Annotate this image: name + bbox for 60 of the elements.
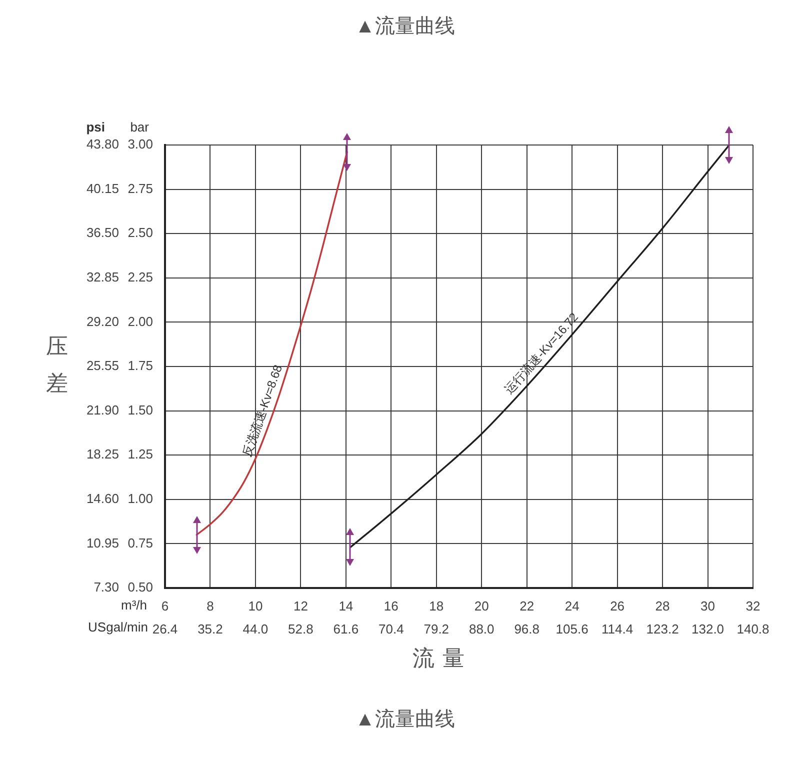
text: ▲流量曲线 xyxy=(355,708,455,731)
x2-tick-label: 52.8 xyxy=(288,621,314,636)
x2-tick-label: 79.2 xyxy=(424,621,450,636)
y2-tick-label: 3.00 xyxy=(128,136,153,152)
y-tick-label: 21.90 xyxy=(86,402,119,418)
x2-axis-title: USgal/min xyxy=(88,620,148,635)
y2-tick-label: 0.50 xyxy=(128,580,153,595)
x2-tick-label: 105.6 xyxy=(556,621,588,636)
x2-tick-label: 132.0 xyxy=(691,621,724,636)
x2-tick-label: 26.4 xyxy=(152,621,178,636)
y-tick-label: 14.60 xyxy=(86,490,119,506)
x-tick-label: 16 xyxy=(384,598,398,614)
chart-title: ▲流量曲线 xyxy=(355,16,455,38)
x-tick-label: 28 xyxy=(655,598,670,614)
x2-tick-label: 35.2 xyxy=(198,621,223,636)
y-tick-label: 43.80 xyxy=(86,136,119,152)
x2-tick-label: 61.6 xyxy=(333,621,359,636)
x-tick-label: 20 xyxy=(474,598,489,614)
y-tick-label: 25.55 xyxy=(86,358,119,374)
y2-tick-label: 2.50 xyxy=(128,225,153,240)
x2-tick-label: 96.8 xyxy=(514,621,540,636)
x-axis-title: 流量 xyxy=(412,646,472,672)
y2-tick-label: 2.25 xyxy=(128,269,153,284)
y2-tick-label: 1.50 xyxy=(128,402,153,418)
y2-tick-label: 0.75 xyxy=(128,535,153,550)
x-tick-label: 6 xyxy=(161,598,169,614)
x-tick-label: 26 xyxy=(610,598,625,614)
y-tick-label: 36.50 xyxy=(86,225,119,240)
x2-tick-label: 88.0 xyxy=(468,621,494,636)
text: m³/h xyxy=(121,598,147,613)
y-tick-label: 32.85 xyxy=(86,269,119,284)
x-tick-label: 10 xyxy=(248,598,263,614)
y2-tick-label: 1.75 xyxy=(128,358,153,374)
y-tick-label: 10.95 xyxy=(86,535,119,550)
x2-tick-label: 140.8 xyxy=(736,621,770,636)
y-tick-label: 18.25 xyxy=(86,446,119,462)
y2-tick-label: 2.00 xyxy=(128,314,153,329)
x2-tick-label: 70.4 xyxy=(378,621,404,636)
x2-tick-label: 44.0 xyxy=(242,621,268,636)
x2-tick-label: 114.4 xyxy=(602,621,634,636)
x-tick-label: 14 xyxy=(338,598,354,614)
text: psi xyxy=(86,120,105,135)
y-tick-label: 40.15 xyxy=(86,180,119,196)
x-tick-label: 22 xyxy=(520,598,534,614)
line-series xyxy=(196,151,348,536)
y2-tick-label: 1.25 xyxy=(128,446,153,462)
y2-axis-title: bar xyxy=(130,120,150,135)
x-tick-label: 12 xyxy=(293,598,308,614)
x-tick-label: 32 xyxy=(746,598,760,614)
line-series xyxy=(350,145,730,548)
x-tick-label: 18 xyxy=(429,598,444,614)
x-tick-label: 24 xyxy=(564,598,580,614)
y-tick-label: 29.20 xyxy=(86,314,119,329)
x-tick-label: 8 xyxy=(206,598,214,614)
y-tick-label: 7.30 xyxy=(94,580,119,595)
y2-tick-label: 2.75 xyxy=(128,180,153,196)
x-tick-label: 30 xyxy=(700,598,716,614)
y2-tick-label: 1.00 xyxy=(128,490,153,506)
x2-tick-label: 123.2 xyxy=(646,621,679,636)
y-axis-title: 压差 xyxy=(46,334,68,397)
